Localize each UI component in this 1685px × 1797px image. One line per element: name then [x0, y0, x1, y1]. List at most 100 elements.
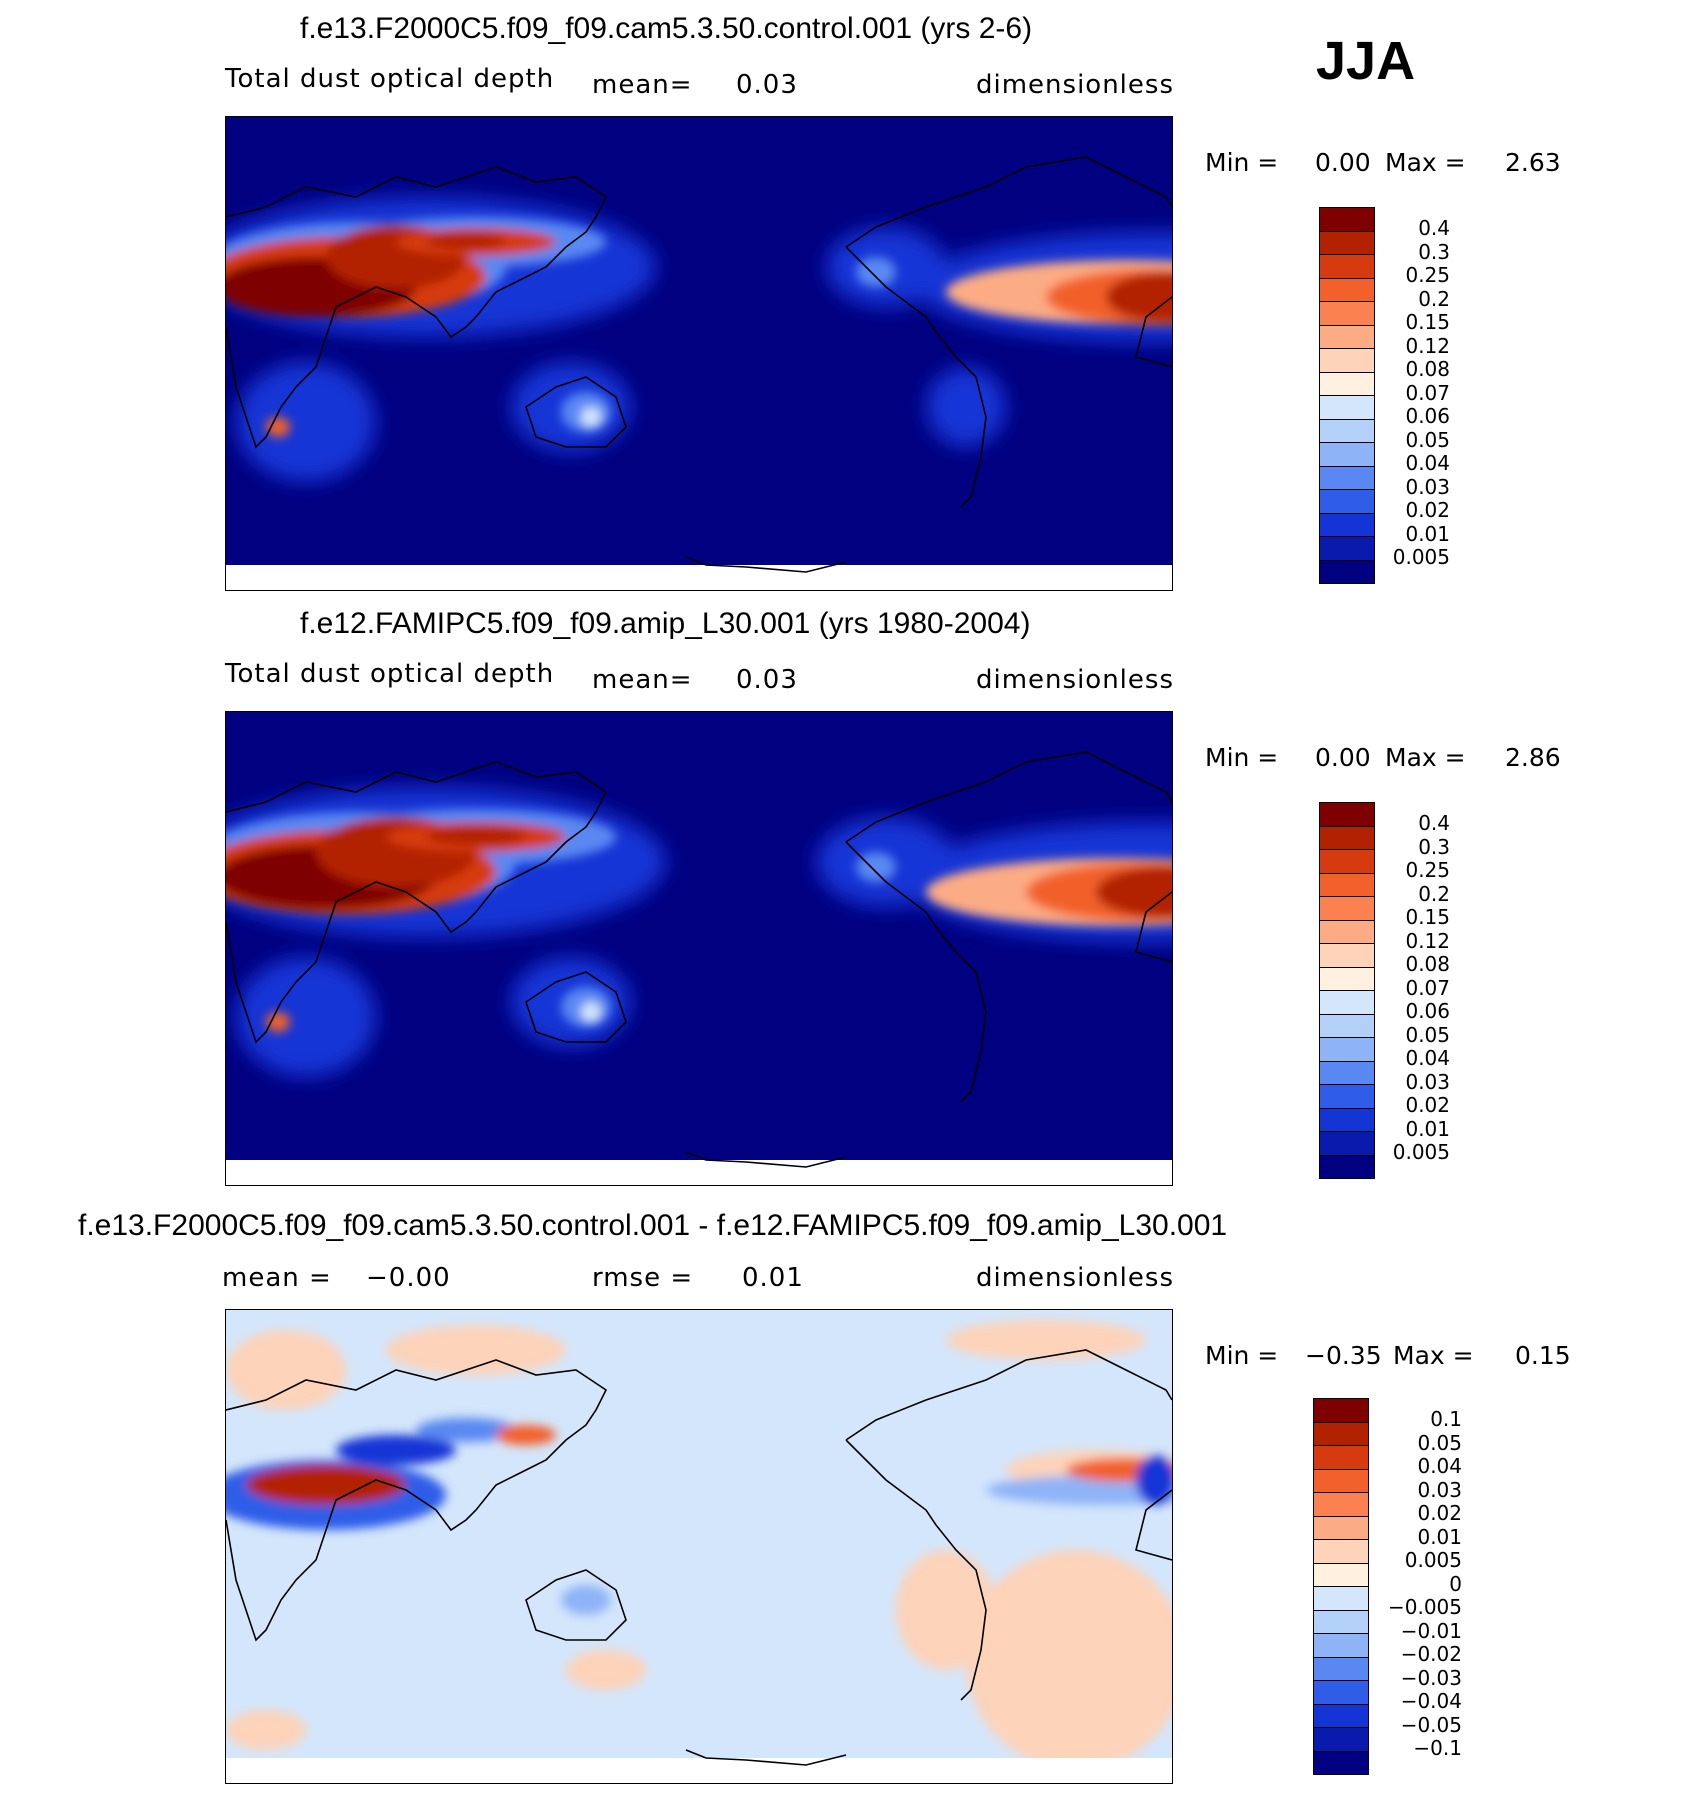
colorbar-label: 0.15 — [1405, 905, 1450, 929]
colorbar-label: 0.12 — [1405, 333, 1450, 358]
colorbar-swatch — [1320, 208, 1374, 232]
colorbar-swatch — [1320, 490, 1374, 514]
season-label: JJA — [1316, 31, 1416, 91]
colorbar-swatch — [1320, 1038, 1374, 1062]
panel2-min-label: Min = — [1205, 743, 1279, 772]
colorbar-swatch — [1320, 944, 1374, 968]
panel1-map — [225, 116, 1173, 591]
colorbar-swatch — [1314, 1704, 1368, 1728]
panel2-variable: Total dust optical depth — [225, 659, 555, 689]
colorbar-label: 0 — [1449, 1571, 1462, 1596]
colorbar-label: −0.02 — [1400, 1642, 1462, 1666]
colorbar-swatch — [1314, 1446, 1368, 1470]
colorbar-label: 0.03 — [1417, 1477, 1462, 1502]
colorbar-label: 0.06 — [1405, 999, 1450, 1023]
panel3-map — [225, 1309, 1173, 1784]
colorbar-swatch — [1320, 419, 1374, 443]
colorbar-swatch — [1320, 967, 1374, 991]
colorbar-swatch — [1320, 850, 1374, 874]
colorbar-swatch — [1314, 1634, 1368, 1658]
colorbar-label: −0.05 — [1400, 1712, 1462, 1737]
colorbar-label: 0.05 — [1417, 1430, 1462, 1455]
colorbar-swatch — [1320, 443, 1374, 467]
panel3-max-value: 0.15 — [1515, 1341, 1571, 1370]
colorbar-swatch — [1314, 1610, 1368, 1634]
colorbar-label: 0.1 — [1430, 1407, 1462, 1431]
colorbar-label: 0.08 — [1405, 952, 1450, 976]
colorbar-label: 0.04 — [1405, 451, 1450, 475]
colorbar-swatch — [1314, 1751, 1368, 1774]
panel1-mean-label: mean= — [592, 70, 693, 100]
colorbar-label: −0.01 — [1400, 1618, 1462, 1643]
colorbar-label: −0.04 — [1400, 1689, 1462, 1713]
colorbar-label: −0.005 — [1387, 1595, 1462, 1619]
panel1-variable: Total dust optical depth — [225, 64, 555, 94]
colorbar-swatch — [1314, 1399, 1368, 1423]
colorbar-label: 0.03 — [1405, 474, 1450, 499]
colorbar-swatch — [1320, 803, 1374, 827]
colorbar-swatch — [1320, 1014, 1374, 1038]
colorbar-label: −0.03 — [1400, 1665, 1462, 1690]
colorbar-swatch — [1320, 466, 1374, 490]
colorbar-label: 0.07 — [1405, 380, 1450, 405]
colorbar-label: 0.04 — [1417, 1454, 1462, 1478]
panel1-map-svg — [226, 117, 1172, 590]
panel1-units: dimensionless — [976, 70, 1174, 100]
colorbar-swatch — [1314, 1516, 1368, 1540]
colorbar-label: 0.3 — [1418, 239, 1450, 264]
colorbar-label: −0.1 — [1413, 1736, 1462, 1760]
colorbar-label: 0.15 — [1405, 310, 1450, 334]
colorbar-swatch — [1320, 991, 1374, 1015]
panel1-min-value: 0.00 — [1315, 148, 1371, 177]
panel3-rmse-value: 0.01 — [742, 1263, 804, 1293]
panel1-max-value: 2.63 — [1505, 148, 1561, 177]
colorbar-swatch — [1320, 873, 1374, 897]
colorbar-swatch — [1320, 920, 1374, 944]
colorbar-swatch — [1320, 1108, 1374, 1132]
colorbar-swatch — [1320, 537, 1374, 561]
colorbar-label: 0.01 — [1405, 1116, 1450, 1141]
panel3-rmse-label: rmse = — [592, 1263, 694, 1293]
colorbar-label: 0.005 — [1392, 1140, 1450, 1164]
colorbar-swatch — [1320, 255, 1374, 279]
panel1-title: f.e13.F2000C5.f09_f09.cam5.3.50.control.… — [300, 12, 1033, 45]
colorbar-label: 0.02 — [1405, 1093, 1450, 1117]
colorbar-swatch — [1320, 231, 1374, 255]
panel2-colorbar — [1319, 802, 1375, 1179]
panel2-map — [225, 711, 1173, 1186]
colorbar-swatch — [1320, 372, 1374, 396]
panel2-map-svg — [226, 712, 1172, 1185]
panel2-max-label: Max = — [1385, 743, 1466, 772]
colorbar-label: 0.02 — [1405, 498, 1450, 522]
colorbar-swatch — [1314, 1657, 1368, 1681]
panel1-max-label: Max = — [1385, 148, 1466, 177]
colorbar-swatch — [1314, 1728, 1368, 1752]
colorbar-label: 0.08 — [1405, 357, 1450, 381]
panel3-max-label: Max = — [1393, 1341, 1474, 1370]
colorbar-swatch — [1320, 826, 1374, 850]
colorbar-swatch — [1320, 513, 1374, 537]
colorbar-swatch — [1320, 278, 1374, 302]
colorbar-label: 0.07 — [1405, 975, 1450, 1000]
colorbar-label: 0.25 — [1405, 263, 1450, 287]
colorbar-label: 0.01 — [1417, 1524, 1462, 1549]
panel2-min-value: 0.00 — [1315, 743, 1371, 772]
panel2-title: f.e12.FAMIPC5.f09_f09.amip_L30.001 (yrs … — [300, 607, 1031, 640]
panel1-colorbar — [1319, 207, 1375, 584]
panel2-max-value: 2.86 — [1505, 743, 1561, 772]
colorbar-label: 0.12 — [1405, 928, 1450, 953]
panel2-mean-label: mean= — [592, 665, 693, 695]
colorbar-swatch — [1314, 1469, 1368, 1493]
colorbar-label: 0.05 — [1405, 427, 1450, 452]
colorbar-label: 0.01 — [1405, 521, 1450, 546]
colorbar-swatch — [1320, 325, 1374, 349]
panel3-units: dimensionless — [976, 1263, 1174, 1293]
colorbar-label: 0.02 — [1417, 1501, 1462, 1525]
colorbar-label: 0.2 — [1418, 286, 1450, 311]
colorbar-label: 0.06 — [1405, 404, 1450, 428]
colorbar-label: 0.3 — [1418, 834, 1450, 859]
colorbar-swatch — [1320, 1132, 1374, 1156]
colorbar-label: 0.25 — [1405, 858, 1450, 882]
panel2-mean-value: 0.03 — [736, 665, 798, 695]
colorbar-swatch — [1320, 897, 1374, 921]
